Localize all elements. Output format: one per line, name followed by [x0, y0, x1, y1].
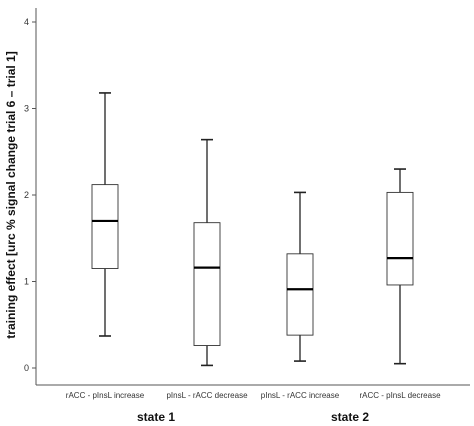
y-tick-label-3: 3 — [24, 104, 29, 114]
y-tick-label-1: 1 — [24, 277, 29, 287]
group-label-1: state 2 — [331, 410, 369, 424]
y-tick-label-2: 2 — [24, 190, 29, 200]
iqr-box-3 — [386, 191, 414, 286]
category-labels: rACC - pInsL increase pInsL - rACC decrea… — [66, 391, 441, 400]
category-label-0: rACC - pInsL increase — [66, 391, 145, 400]
category-label-3: rACC - pInsL decrease — [359, 391, 441, 400]
axes — [35, 8, 470, 386]
box-0 — [91, 92, 119, 337]
boxes — [91, 92, 414, 367]
iqr-box-0 — [91, 184, 119, 269]
y-axis-title: training effect [urc % signal change tri… — [4, 51, 18, 338]
category-label-1: pInsL - rACC decrease — [166, 391, 248, 400]
box-2 — [286, 191, 314, 362]
y-tick-label-0: 0 — [24, 363, 29, 373]
group-labels: state 1 state 2 — [137, 410, 369, 424]
group-label-0: state 1 — [137, 410, 175, 424]
y-ticks: 0 1 2 3 4 — [24, 17, 36, 373]
iqr-box-1 — [193, 222, 221, 346]
y-tick-label-4: 4 — [24, 17, 29, 27]
iqr-box-2 — [286, 253, 314, 336]
category-label-2: pInsL - rACC increase — [261, 391, 340, 400]
box-3 — [386, 168, 414, 365]
box-1 — [193, 138, 221, 367]
